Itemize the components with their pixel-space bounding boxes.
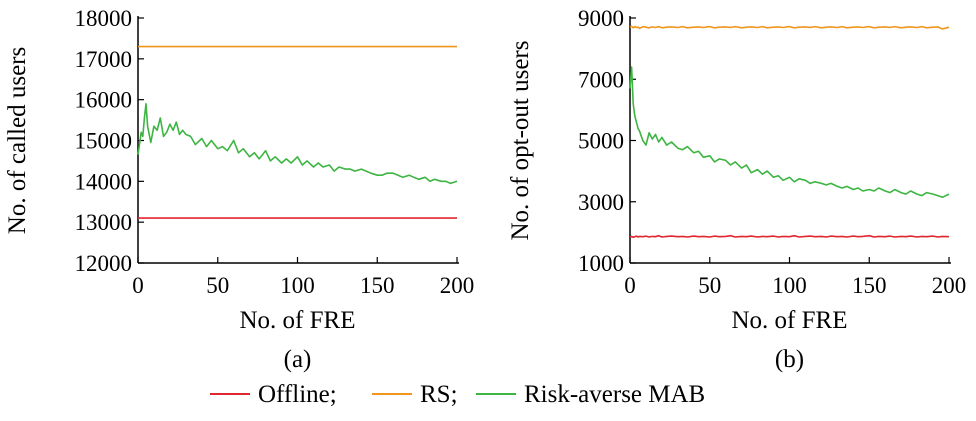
y-tick-label: 14000	[75, 169, 133, 194]
y-tick-label: 9000	[578, 6, 624, 31]
panel-label: (a)	[284, 346, 312, 373]
y-tick-label: 17000	[75, 47, 133, 72]
y-tick-label: 15000	[75, 129, 133, 154]
y-tick-label: 1000	[578, 251, 624, 276]
x-tick-label: 150	[360, 273, 395, 298]
legend-label: RS;	[420, 381, 458, 408]
x-tick-label: 150	[852, 273, 887, 298]
panel-label: (b)	[775, 346, 804, 373]
x-tick-label: 200	[932, 273, 967, 298]
legend-label: Risk-averse MAB	[524, 381, 705, 408]
y-tick-label: 16000	[75, 88, 133, 113]
y-tick-label: 3000	[578, 190, 624, 215]
x-axis-title: No. of FRE	[732, 307, 848, 334]
series-line-risk-averse-mab	[137, 103, 458, 185]
x-tick-label: 0	[132, 273, 144, 298]
chart-panel-a: 12000 13000 14000 15000 16000 17000 18000 0 50 10…	[4, 6, 474, 373]
y-tick-label: 12000	[75, 251, 133, 276]
x-tick-label: 200	[440, 273, 475, 298]
y-tick-label: 18000	[75, 6, 133, 31]
legend-label: Offline;	[258, 381, 337, 408]
series-line-rs	[629, 25, 950, 30]
y-axis-title: No. of called users	[4, 47, 31, 234]
series-line-offline	[629, 234, 950, 239]
x-tick-label: 50	[698, 273, 721, 298]
y-tick-label: 7000	[578, 67, 624, 92]
y-tick-label: 5000	[578, 129, 624, 154]
series-line-risk-averse-mab	[629, 66, 950, 198]
x-tick-label: 100	[772, 273, 807, 298]
y-axis-title: No. of opt-out users	[507, 41, 534, 241]
y-tick-label: 13000	[75, 210, 133, 235]
x-tick-label: 0	[624, 273, 636, 298]
x-tick-label: 50	[206, 273, 229, 298]
legend: Offline; RS; Risk-averse MAB	[210, 381, 705, 408]
x-axis-title: No. of FRE	[240, 307, 356, 334]
chart-panel-b: 1000 3000 5000 7000 9000 0 50 100 150 200 No. of F…	[507, 6, 966, 373]
x-tick-label: 100	[280, 273, 315, 298]
